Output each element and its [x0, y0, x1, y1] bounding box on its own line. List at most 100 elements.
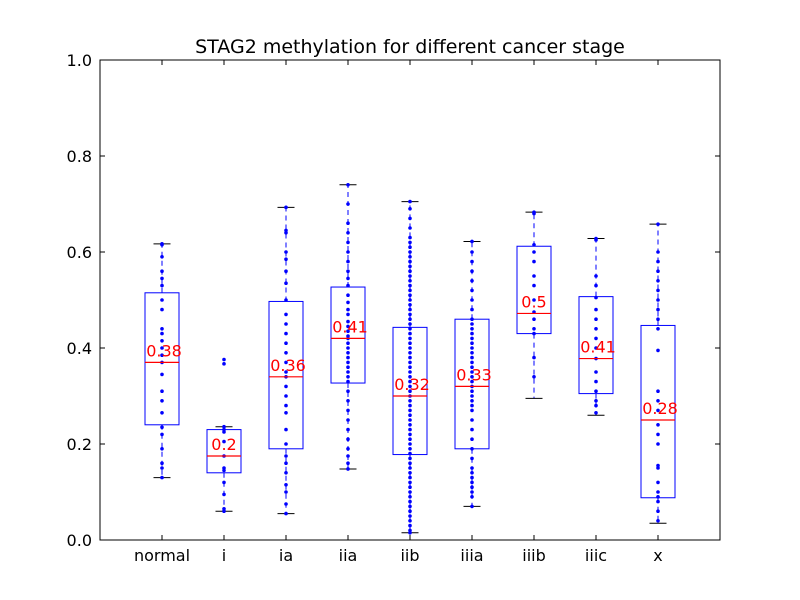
- data-point: [284, 322, 288, 326]
- data-point: [594, 327, 598, 331]
- data-point: [284, 231, 288, 235]
- data-point: [408, 475, 412, 480]
- data-point: [408, 466, 412, 470]
- data-point: [470, 370, 474, 374]
- data-point: [346, 269, 350, 274]
- data-point: [284, 205, 288, 210]
- data-point: [408, 279, 412, 283]
- y-tick-label: 0.2: [67, 435, 92, 454]
- data-point: [284, 257, 288, 262]
- data-point: [408, 461, 412, 466]
- data-point: [408, 355, 412, 360]
- data-point: [408, 456, 412, 461]
- data-point: [408, 437, 412, 442]
- data-point: [284, 269, 288, 274]
- data-point: [346, 418, 350, 422]
- data-point: [160, 411, 164, 415]
- data-point: [656, 327, 660, 331]
- data-point: [408, 451, 412, 456]
- data-point: [346, 360, 350, 365]
- data-point: [346, 312, 350, 317]
- data-point: [408, 447, 412, 451]
- data-point: [470, 456, 474, 461]
- data-point: [284, 454, 288, 458]
- data-point: [346, 461, 350, 466]
- data-point: [222, 439, 226, 444]
- data-point: [284, 394, 288, 398]
- data-point: [656, 279, 660, 283]
- data-point: [408, 370, 412, 374]
- data-point: [656, 269, 660, 274]
- y-tick-label: 0.0: [67, 531, 92, 550]
- data-point: [470, 394, 474, 398]
- data-point: [408, 259, 412, 264]
- data-point: [408, 427, 412, 432]
- data-point: [408, 254, 412, 259]
- data-point: [346, 329, 350, 334]
- data-point: [594, 283, 598, 288]
- data-point: [160, 269, 164, 274]
- data-point: [346, 240, 350, 245]
- data-point: [408, 495, 412, 499]
- data-point: [594, 317, 598, 322]
- data-point: [346, 408, 350, 413]
- data-point: [470, 341, 474, 346]
- data-point: [408, 341, 412, 346]
- data-point: [222, 468, 226, 473]
- data-point: [532, 298, 536, 302]
- data-point: [284, 341, 288, 346]
- data-point: [408, 531, 412, 535]
- data-point: [656, 509, 660, 513]
- data-point: [408, 235, 412, 240]
- y-tick-label: 0.4: [67, 339, 92, 358]
- data-point: [470, 250, 474, 254]
- data-point: [346, 307, 350, 312]
- data-point: [408, 298, 412, 302]
- data-point: [470, 355, 474, 360]
- plot-area: 0.0 0.2 0.4 0.6 0.8 1.0 normal 0.38 i 0.2 ia 0.36 ii…: [67, 51, 720, 565]
- data-point: [160, 307, 164, 312]
- data-point: [408, 199, 412, 204]
- data-point: [346, 454, 350, 458]
- data-point: [408, 226, 412, 230]
- data-point: [470, 298, 474, 302]
- data-point: [284, 427, 288, 432]
- data-point: [594, 238, 598, 242]
- data-point: [408, 384, 412, 389]
- data-point: [160, 447, 164, 451]
- mean-label: 0.5: [521, 292, 546, 311]
- data-point: [470, 389, 474, 394]
- data-point: [160, 461, 164, 466]
- data-point: [408, 389, 412, 394]
- data-point: [346, 355, 350, 360]
- data-point: [284, 298, 288, 302]
- data-point: [346, 276, 350, 281]
- x-tick-label: iiic: [585, 546, 607, 565]
- data-point: [346, 365, 350, 370]
- mean-label: 0.36: [270, 356, 306, 375]
- data-point: [408, 360, 412, 365]
- data-point: [284, 281, 288, 286]
- data-point: [408, 312, 412, 317]
- data-point: [346, 375, 350, 379]
- data-point: [470, 471, 474, 475]
- data-point: [222, 424, 226, 429]
- data-point: [656, 490, 660, 494]
- data-point: [408, 216, 412, 221]
- data-point: [346, 346, 350, 350]
- data-point: [470, 307, 474, 312]
- data-point: [656, 399, 660, 403]
- data-point: [408, 288, 412, 293]
- data-point: [656, 298, 660, 302]
- data-point: [656, 408, 660, 413]
- data-point: [284, 411, 288, 415]
- data-point: [346, 389, 350, 394]
- data-point: [160, 298, 164, 302]
- data-point: [470, 322, 474, 326]
- x-tick-label: iib: [400, 546, 419, 565]
- axes-frame: [99, 59, 721, 541]
- data-point: [470, 399, 474, 403]
- data-point: [284, 502, 288, 506]
- data-point: [284, 250, 288, 254]
